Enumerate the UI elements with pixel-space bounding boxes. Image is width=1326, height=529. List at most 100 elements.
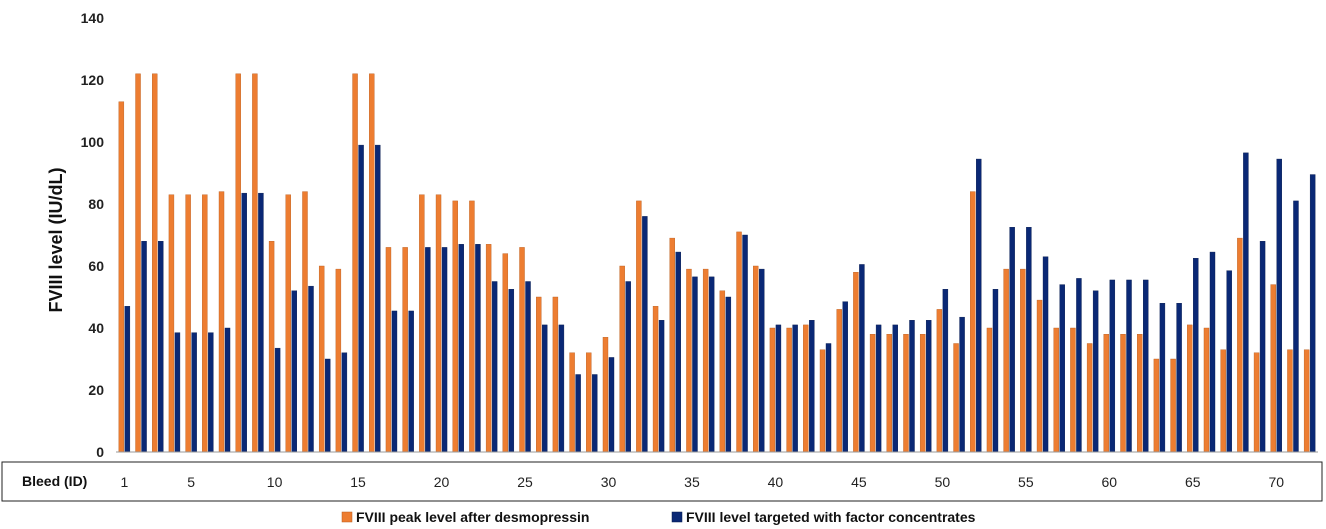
bar-series-1-bleed-44: [836, 309, 842, 453]
bar-series-2-bleed-33: [658, 320, 665, 453]
y-tick-label: 140: [81, 10, 105, 26]
bar-series-2-bleed-23: [491, 281, 498, 453]
y-tick-label: 40: [88, 320, 104, 336]
x-tick-label: 45: [851, 474, 867, 490]
bar-series-2-bleed-31: [625, 281, 631, 453]
bar-series-2-bleed-58: [1076, 278, 1082, 453]
bar-series-1-bleed-61: [1120, 334, 1126, 453]
bar-series-2-bleed-45: [859, 264, 865, 453]
bar-series-2-bleed-34: [675, 251, 681, 453]
x-tick-label: 30: [601, 474, 617, 490]
bar-series-2-bleed-22: [475, 244, 481, 453]
y-tick-label: 120: [81, 72, 105, 88]
bar-series-2-bleed-27: [558, 324, 565, 453]
bar-series-1-bleed-7: [218, 191, 225, 453]
bar-series-2-bleed-12: [308, 285, 314, 453]
x-axis-ticks: 1 5 10 15 20 25 30 35 40 45 50 55 60 65 70: [120, 474, 1284, 490]
bar-series-1-bleed-48: [903, 334, 909, 453]
bar-series-1-bleed-31: [619, 265, 625, 453]
bar-series-2-bleed-69: [1259, 240, 1266, 453]
x-tick-label: 55: [1018, 474, 1034, 490]
bar-series-1-bleed-1: [118, 101, 125, 453]
bar-series-2-bleed-46: [875, 324, 882, 453]
bar-series-1-bleed-16: [369, 73, 375, 453]
bar-series-2-bleed-59: [1092, 290, 1099, 453]
bar-series-1-bleed-40: [769, 327, 776, 453]
bar-series-1-bleed-59: [1086, 343, 1093, 453]
bar-series-2-bleed-24: [508, 289, 515, 453]
bar-series-1-bleed-45: [853, 272, 859, 453]
bar-series-1-bleed-26: [536, 296, 542, 453]
bar-series-2-bleed-51: [959, 316, 965, 453]
bar-series-1-bleed-67: [1220, 349, 1226, 453]
bar-series-1-bleed-24: [502, 253, 509, 453]
bar-series-1-bleed-60: [1103, 334, 1110, 453]
bar-series-1-bleed-71: [1287, 349, 1293, 453]
bar-series-1-bleed-49: [919, 334, 926, 453]
x-tick-label: 15: [350, 474, 366, 490]
x-tick-label: 60: [1102, 474, 1118, 490]
bar-series-1-bleed-54: [1003, 268, 1009, 453]
bar-series-1-bleed-39: [753, 265, 759, 453]
bar-series-2-bleed-63: [1159, 303, 1166, 453]
bar-series-1-bleed-32: [636, 200, 642, 453]
bar-series-1-bleed-20: [435, 194, 442, 453]
x-tick-label: 1: [120, 474, 128, 490]
bar-series-1-bleed-21: [452, 200, 458, 453]
bar-series-1-bleed-58: [1070, 327, 1076, 453]
bar-series-2-bleed-10: [274, 347, 281, 453]
legend-label-2: FVIII level targeted with factor concent…: [686, 509, 976, 525]
bar-series-2-bleed-32: [642, 216, 648, 453]
bar-series-1-bleed-66: [1203, 327, 1210, 453]
bar-series-1-bleed-47: [886, 334, 892, 453]
bar-series-1-bleed-43: [819, 349, 826, 453]
bar-series-2-bleed-3: [158, 240, 164, 453]
bar-series-1-bleed-41: [786, 327, 792, 453]
bar-series-2-bleed-66: [1209, 251, 1216, 453]
x-tick-label: 40: [768, 474, 784, 490]
bar-series-2-bleed-48: [909, 320, 915, 453]
bar-series-1-bleed-51: [953, 343, 959, 453]
bar-series-1-bleed-6: [202, 194, 208, 453]
bar-series-1-bleed-22: [469, 200, 475, 453]
bar-series-2-bleed-30: [608, 357, 615, 453]
y-tick-label: 80: [88, 196, 104, 212]
y-tick-label: 0: [96, 444, 104, 460]
bar-series-2-bleed-72: [1309, 174, 1316, 453]
bar-series-2-bleed-36: [708, 276, 715, 453]
bar-series-1-bleed-52: [970, 191, 976, 453]
bar-series-2-bleed-60: [1109, 279, 1116, 453]
bar-series-1-bleed-23: [485, 244, 492, 453]
bar-series-2-bleed-64: [1176, 303, 1182, 453]
bar-series-2-bleed-54: [1009, 227, 1015, 453]
bar-series-1-bleed-37: [719, 290, 726, 453]
bar-series-2-bleed-70: [1276, 158, 1282, 453]
bar-series-2-bleed-9: [258, 192, 264, 453]
x-label-row-box: [1, 461, 1323, 502]
bar-series-2-bleed-50: [942, 289, 949, 453]
bar-series-1-bleed-33: [652, 306, 659, 453]
bar-series-1-bleed-18: [402, 247, 408, 453]
bar-series-2-bleed-57: [1059, 284, 1065, 453]
bar-series-1-bleed-30: [602, 337, 609, 453]
bar-series-1-bleed-65: [1187, 324, 1193, 453]
bar-series-1-bleed-10: [268, 240, 275, 453]
bar-series-1-bleed-62: [1136, 334, 1143, 453]
bar-series-2-bleed-39: [759, 268, 765, 453]
bar-series-1-bleed-28: [569, 352, 575, 453]
bar-series-2-bleed-41: [792, 324, 798, 453]
bar-series-2-bleed-68: [1243, 152, 1249, 453]
bar-series-1-bleed-70: [1270, 284, 1276, 453]
y-axis-label: FVIII level (IU/dL): [46, 167, 66, 312]
bar-series-1-bleed-56: [1036, 299, 1043, 453]
x-tick-label: 5: [187, 474, 195, 490]
bar-series-2-bleed-14: [341, 352, 348, 453]
bars: [118, 73, 1316, 453]
bar-series-2-bleed-1: [124, 306, 131, 453]
bar-series-1-bleed-27: [552, 296, 559, 453]
bar-series-1-bleed-50: [936, 309, 943, 453]
bar-series-2-bleed-35: [692, 276, 698, 453]
y-axis-ticks: 0 20 40 60 80 100 120 140: [81, 10, 105, 460]
bar-series-1-bleed-29: [586, 352, 592, 453]
bar-series-2-bleed-65: [1193, 258, 1199, 453]
